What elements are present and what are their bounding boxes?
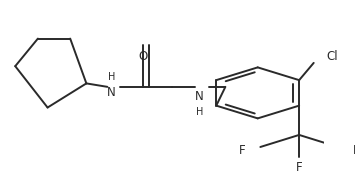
Text: N: N [107, 86, 116, 99]
Text: H: H [108, 72, 115, 82]
Text: O: O [138, 50, 148, 63]
Text: Cl: Cl [326, 49, 338, 62]
Text: H: H [196, 107, 203, 117]
Text: F: F [296, 161, 302, 174]
Text: F: F [239, 144, 246, 157]
Text: N: N [195, 90, 203, 103]
Text: F: F [353, 144, 355, 157]
